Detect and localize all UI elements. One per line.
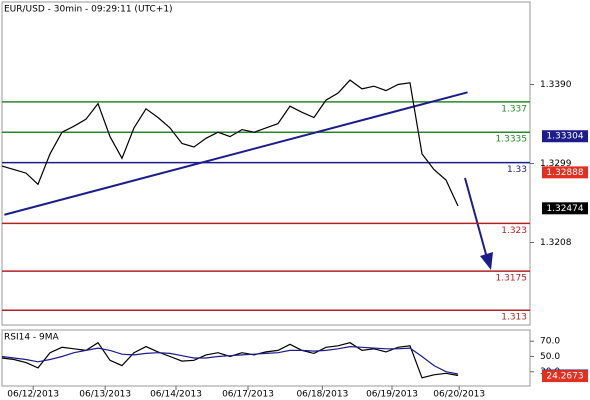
level-label: 1.3175 — [496, 274, 528, 284]
arrow-shaft — [464, 177, 488, 259]
y-tick-label: 1.3208 — [540, 238, 572, 248]
trendline — [4, 91, 468, 216]
x-tick-label: 06/18/2013 — [296, 390, 348, 400]
x-tick-label: 06/14/2013 — [150, 390, 202, 400]
level-label: 1.313 — [501, 313, 527, 323]
series-line — [1, 79, 459, 207]
price-box-label: 1.33304 — [546, 132, 583, 142]
price-box — [542, 202, 588, 215]
level-label: 1.337 — [501, 104, 527, 114]
arrow-head — [480, 252, 493, 270]
y-tick-label: 50.0 — [540, 352, 560, 362]
level-label: 1.33 — [507, 165, 527, 175]
x-tick-label: 06/20/2013 — [433, 390, 485, 400]
level-label: 1.323 — [501, 226, 527, 236]
price-box — [542, 166, 588, 179]
price-box — [542, 130, 588, 143]
x-tick-label: 06/13/2013 — [79, 390, 131, 400]
series-line — [1, 345, 459, 375]
x-tick-label: 06/17/2013 — [222, 390, 274, 400]
series-line — [1, 341, 459, 379]
chart-title: EUR/USD - 30min - 09:29:11 (UTC+1) — [4, 5, 173, 15]
price-box-label: 1.32888 — [546, 168, 583, 178]
y-tick-label: 1.3299 — [540, 159, 572, 169]
x-tick-label: 06/19/2013 — [366, 390, 418, 400]
price-box-label: 1.32474 — [546, 204, 583, 214]
rsi-title: RSI14 - 9MA — [4, 333, 60, 343]
x-tick-label: 06/12/2013 — [7, 390, 59, 400]
rsi-panel — [1, 329, 531, 387]
y-tick-label: 1.3390 — [540, 80, 572, 90]
y-tick-label: 70.0 — [540, 337, 560, 347]
price-box — [542, 370, 588, 383]
price-box-label: 24.2673 — [546, 372, 583, 382]
level-label: 1.3335 — [496, 135, 528, 145]
